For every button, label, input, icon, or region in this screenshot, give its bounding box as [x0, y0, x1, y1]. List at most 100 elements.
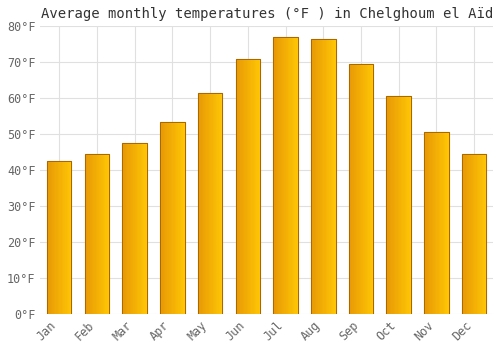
Bar: [485, 154, 486, 314]
Bar: [128, 143, 130, 314]
Bar: [473, 154, 474, 314]
Bar: [327, 39, 328, 314]
Bar: [122, 143, 124, 314]
Bar: [311, 39, 312, 314]
Bar: [406, 96, 407, 314]
Bar: [462, 154, 486, 314]
Bar: [166, 121, 168, 314]
Bar: [53, 161, 54, 314]
Bar: [91, 154, 92, 314]
Bar: [320, 39, 321, 314]
Bar: [212, 93, 214, 314]
Bar: [243, 59, 244, 314]
Bar: [172, 121, 174, 314]
Bar: [333, 39, 334, 314]
Bar: [467, 154, 468, 314]
Bar: [326, 39, 327, 314]
Bar: [330, 39, 332, 314]
Bar: [160, 121, 184, 314]
Bar: [84, 154, 86, 314]
Bar: [405, 96, 406, 314]
Bar: [396, 96, 398, 314]
Bar: [216, 93, 218, 314]
Bar: [102, 154, 103, 314]
Bar: [84, 154, 109, 314]
Bar: [278, 37, 280, 314]
Bar: [249, 59, 250, 314]
Bar: [165, 121, 166, 314]
Bar: [68, 161, 69, 314]
Bar: [205, 93, 206, 314]
Bar: [386, 96, 411, 314]
Bar: [462, 154, 486, 314]
Bar: [252, 59, 254, 314]
Bar: [198, 93, 199, 314]
Bar: [276, 37, 277, 314]
Bar: [476, 154, 478, 314]
Bar: [134, 143, 136, 314]
Bar: [483, 154, 484, 314]
Bar: [361, 64, 362, 314]
Bar: [283, 37, 284, 314]
Bar: [106, 154, 108, 314]
Bar: [218, 93, 220, 314]
Bar: [122, 143, 147, 314]
Bar: [472, 154, 473, 314]
Bar: [221, 93, 222, 314]
Bar: [392, 96, 394, 314]
Bar: [240, 59, 242, 314]
Bar: [259, 59, 260, 314]
Bar: [312, 39, 314, 314]
Bar: [274, 37, 298, 314]
Bar: [284, 37, 286, 314]
Bar: [463, 154, 464, 314]
Bar: [445, 132, 446, 314]
Bar: [63, 161, 64, 314]
Bar: [98, 154, 100, 314]
Bar: [282, 37, 283, 314]
Bar: [470, 154, 472, 314]
Bar: [438, 132, 439, 314]
Bar: [181, 121, 182, 314]
Bar: [246, 59, 248, 314]
Bar: [244, 59, 246, 314]
Bar: [482, 154, 483, 314]
Bar: [138, 143, 140, 314]
Bar: [480, 154, 482, 314]
Bar: [288, 37, 289, 314]
Bar: [54, 161, 56, 314]
Bar: [97, 154, 98, 314]
Bar: [432, 132, 433, 314]
Bar: [316, 39, 317, 314]
Bar: [358, 64, 360, 314]
Bar: [258, 59, 259, 314]
Bar: [237, 59, 238, 314]
Bar: [424, 132, 426, 314]
Bar: [214, 93, 215, 314]
Bar: [103, 154, 104, 314]
Bar: [66, 161, 68, 314]
Bar: [439, 132, 440, 314]
Bar: [220, 93, 221, 314]
Bar: [292, 37, 293, 314]
Bar: [250, 59, 252, 314]
Bar: [402, 96, 404, 314]
Bar: [400, 96, 401, 314]
Bar: [350, 64, 351, 314]
Bar: [334, 39, 336, 314]
Title: Average monthly temperatures (°F ) in Chelghoum el Aïd: Average monthly temperatures (°F ) in Ch…: [40, 7, 493, 21]
Bar: [356, 64, 358, 314]
Bar: [84, 154, 109, 314]
Bar: [236, 59, 260, 314]
Bar: [236, 59, 237, 314]
Bar: [474, 154, 476, 314]
Bar: [280, 37, 282, 314]
Bar: [352, 64, 354, 314]
Bar: [92, 154, 93, 314]
Bar: [442, 132, 444, 314]
Bar: [248, 59, 249, 314]
Bar: [408, 96, 410, 314]
Bar: [444, 132, 445, 314]
Bar: [200, 93, 202, 314]
Bar: [64, 161, 66, 314]
